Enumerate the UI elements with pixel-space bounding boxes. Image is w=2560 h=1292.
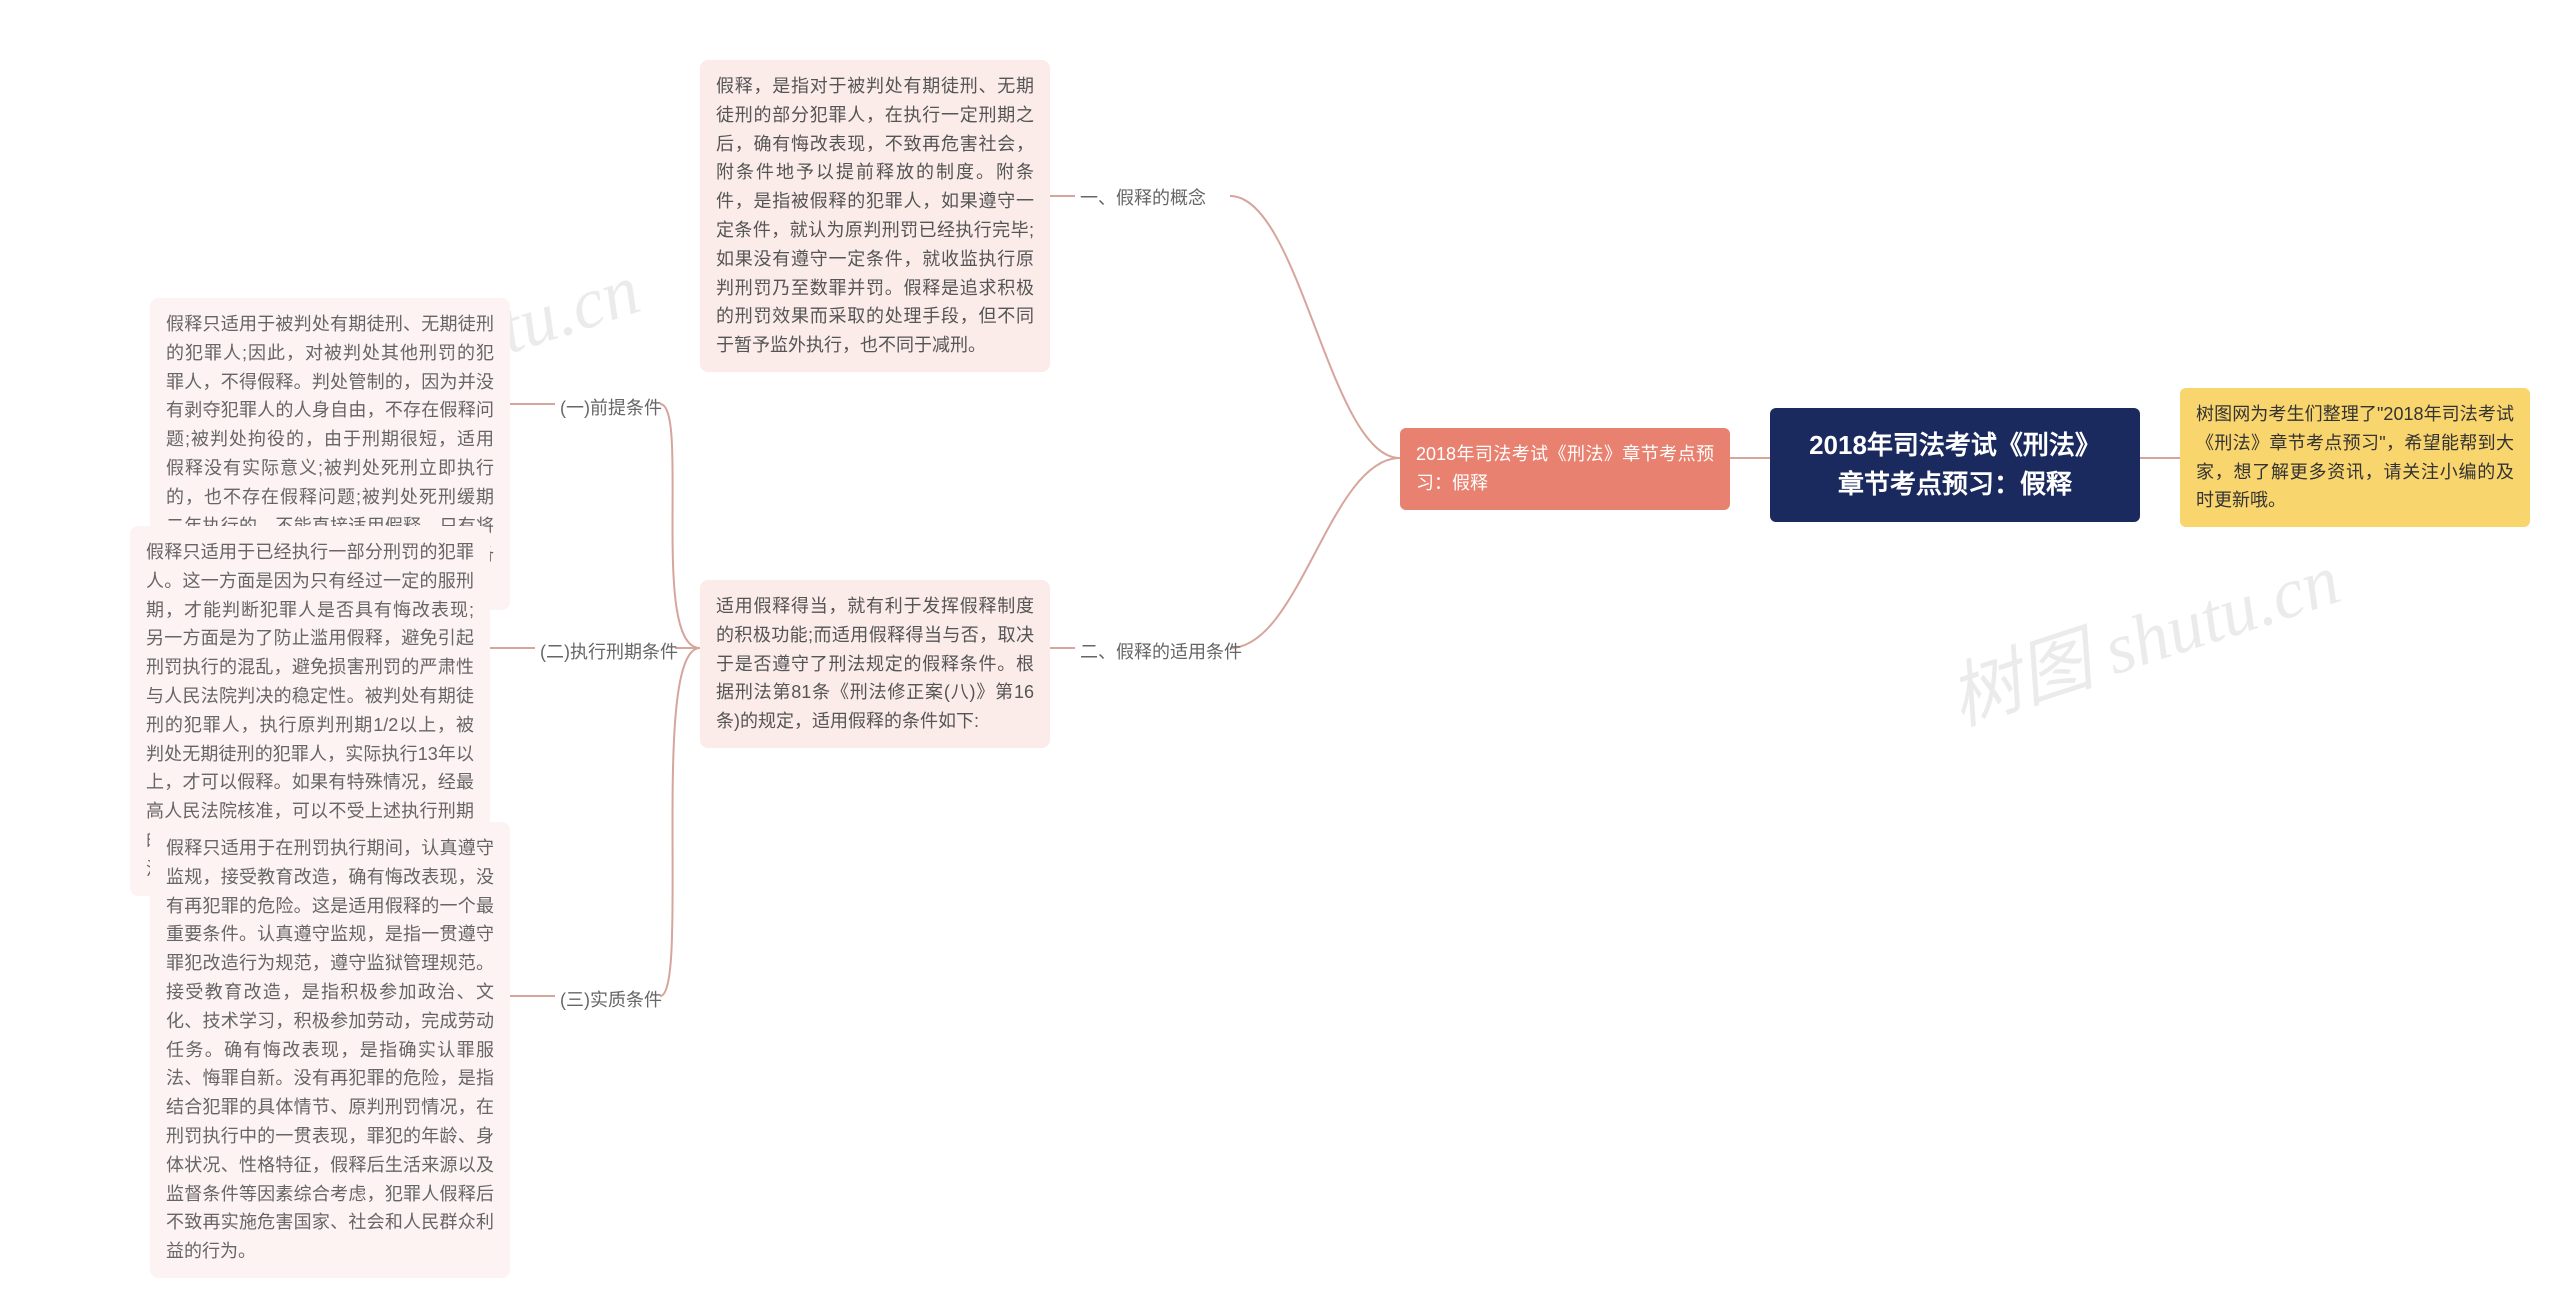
section2-content[interactable]: 适用假释得当，就有利于发挥假释制度的积极功能;而适用假释得当与否，取决于是否遵守… (700, 580, 1050, 748)
root-text: 2018年司法考试《刑法》章节考点预习：假释 (1809, 430, 2101, 499)
intro-text: 树图网为考生们整理了"2018年司法考试《刑法》章节考点预习"，希望能帮到大家，… (2196, 404, 2514, 510)
section2-label[interactable]: 二、假释的适用条件 (1080, 638, 1242, 664)
sub2-label[interactable]: (二)执行刑期条件 (540, 638, 678, 664)
sub3-label[interactable]: (三)实质条件 (560, 986, 662, 1012)
watermark: 树图 shutu.cn (1934, 520, 2351, 745)
section2-text: 适用假释得当，就有利于发挥假释制度的积极功能;而适用假释得当与否，取决于是否遵守… (716, 596, 1034, 731)
sub3-text: 假释只适用于在刑罚执行期间，认真遵守监规，接受教育改造，确有悔改表现，没有再犯罪… (166, 838, 494, 1261)
section1-content[interactable]: 假释，是指对于被判处有期徒刑、无期徒刑的部分犯罪人，在执行一定刑期之后，确有悔改… (700, 60, 1050, 372)
intro-note[interactable]: 树图网为考生们整理了"2018年司法考试《刑法》章节考点预习"，希望能帮到大家，… (2180, 388, 2530, 527)
section1-text: 假释，是指对于被判处有期徒刑、无期徒刑的部分犯罪人，在执行一定刑期之后，确有悔改… (716, 76, 1034, 355)
sub1-label[interactable]: (一)前提条件 (560, 394, 662, 420)
root-node[interactable]: 2018年司法考试《刑法》章节考点预习：假释 (1770, 408, 2140, 522)
sub3-content[interactable]: 假释只适用于在刑罚执行期间，认真遵守监规，接受教育改造，确有悔改表现，没有再犯罪… (150, 822, 510, 1278)
topic-text: 2018年司法考试《刑法》章节考点预习：假释 (1416, 444, 1714, 493)
topic-node[interactable]: 2018年司法考试《刑法》章节考点预习：假释 (1400, 428, 1730, 510)
section1-label[interactable]: 一、假释的概念 (1080, 184, 1206, 210)
